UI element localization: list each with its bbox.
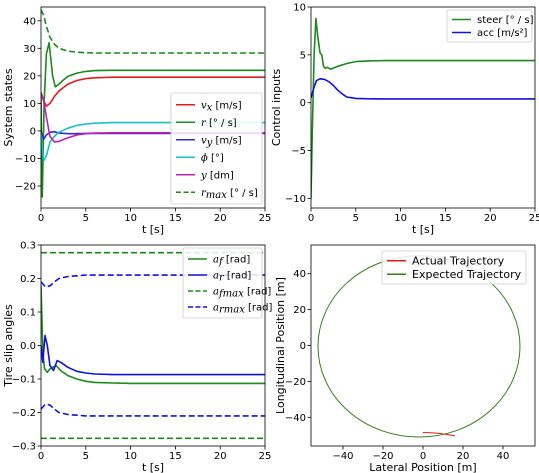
- legend-label: vx [m/s]: [201, 100, 242, 113]
- y-axis-label: Tire slip angles: [2, 304, 15, 388]
- y-axis-label: System states: [2, 68, 15, 146]
- x-axis-label: Lateral Position [m]: [369, 461, 476, 473]
- series-line-2: [41, 41, 265, 198]
- legend-label: r [° / s]: [201, 118, 237, 129]
- series-line-5: [41, 94, 265, 143]
- x-tick-label: 0: [38, 451, 44, 462]
- x-tick-label: 5: [353, 213, 359, 224]
- series-line-5: [41, 403, 265, 417]
- series-line-1: [41, 285, 265, 385]
- series-line-6: [41, 9, 265, 54]
- chart-3: 0 5 10 15 20 25 −0.3 −0.2 −0.1 0.0 0.1 0.2 0.3 t [s] T…: [2, 241, 273, 473]
- series-line-1: [311, 17, 535, 199]
- x-axis-label: t [s]: [142, 461, 164, 473]
- series-line-4: [41, 121, 265, 162]
- legend-label: ar [rad]: [213, 271, 251, 284]
- legend-label: Actual Trajectory: [412, 254, 505, 267]
- y-tick-label: 0: [300, 341, 306, 352]
- x-tick-label: 20: [457, 451, 470, 462]
- x-tick-label: −40: [332, 451, 353, 462]
- y-tick-label: 40: [293, 269, 306, 280]
- x-tick-label: 25: [259, 451, 272, 462]
- x-tick-label: 0: [420, 451, 426, 462]
- legend: af [rad] ar [rad] afmax [rad] armax [rad]: [182, 247, 273, 319]
- x-tick-label: 20: [484, 213, 497, 224]
- x-tick-label: 10: [124, 213, 137, 224]
- y-tick-label: −0.2: [12, 408, 36, 419]
- chart-2: 0 5 10 15 20 25 −10 −5 0 5 10 t [s] Control inputs st…: [270, 3, 539, 237]
- chart-4: −40 −20 0 20 40 −40 −20 0 20 40 Lateral Position […: [274, 244, 536, 473]
- legend: vx [m/s] r [° / s] vy [m/s] ϕ [°] y [dm] rmax…: [170, 92, 263, 205]
- x-tick-label: 15: [169, 213, 182, 224]
- x-tick-label: 25: [259, 213, 272, 224]
- x-tick-label: 15: [169, 451, 182, 462]
- legend-label: af [rad]: [213, 255, 250, 268]
- legend-label: armax [rad]: [213, 303, 273, 316]
- x-tick-label: 10: [394, 213, 407, 224]
- y-tick-label: −20: [15, 181, 36, 192]
- legend-label: rmax [° / s]: [201, 188, 258, 201]
- y-tick-label: 0: [300, 98, 306, 109]
- series-group: [311, 17, 535, 199]
- x-tick-label: 10: [124, 451, 137, 462]
- y-tick-label: 30: [23, 44, 36, 55]
- x-tick-label: 20: [214, 213, 227, 224]
- series-line-2: [41, 334, 265, 376]
- series-group: [41, 251, 265, 440]
- y-tick-label: −5: [291, 146, 306, 157]
- series-line-4: [41, 274, 265, 288]
- legend-box: [170, 92, 263, 205]
- y-tick-label: 40: [23, 16, 36, 27]
- y-tick-label: −20: [285, 377, 306, 388]
- x-tick-label: 0: [38, 213, 44, 224]
- plot-frame: [40, 6, 266, 209]
- x-tick-label: 15: [439, 213, 452, 224]
- y-tick-label: −10: [15, 154, 36, 165]
- x-axis-label: t [s]: [412, 223, 434, 236]
- y-tick-label: 20: [23, 71, 36, 82]
- legend-label: steer [° / s]: [477, 15, 534, 26]
- x-tick-label: 5: [83, 213, 89, 224]
- y-tick-label: 0: [30, 126, 36, 137]
- series-line-2: [311, 78, 535, 100]
- y-tick-label: 20: [293, 305, 306, 316]
- legend-box: [446, 9, 533, 43]
- y-tick-label: 0.0: [20, 341, 36, 352]
- y-tick-label: 10: [293, 3, 306, 14]
- y-tick-label: 0.3: [20, 241, 36, 252]
- y-tick-label: −40: [285, 413, 306, 424]
- x-tick-label: 20: [214, 451, 227, 462]
- legend-box: [182, 247, 263, 319]
- legend-label: ϕ [°]: [201, 153, 224, 164]
- series-group: [41, 9, 265, 198]
- legend-label: acc [m/s²]: [477, 28, 528, 39]
- y-tick-label: 0.2: [20, 274, 36, 285]
- y-axis-label: Longitudinal Position [m]: [274, 277, 287, 414]
- plot-frame: [310, 6, 536, 209]
- legend-label: vy [m/s]: [201, 135, 242, 148]
- y-tick-label: −0.3: [12, 442, 36, 453]
- legend-label: y [dm]: [200, 170, 234, 181]
- y-tick-label: 0.1: [20, 308, 36, 319]
- x-tick-label: 0: [308, 213, 314, 224]
- x-tick-label: 5: [83, 451, 89, 462]
- series-line-1: [41, 76, 265, 107]
- y-axis-label: Control inputs: [270, 69, 283, 147]
- legend-label: afmax [rad]: [213, 287, 271, 300]
- x-tick-label: 25: [529, 213, 539, 224]
- series-line-2: [422, 432, 456, 437]
- legend-label: Expected Trajectory: [412, 268, 522, 281]
- y-tick-label: −0.1: [12, 375, 36, 386]
- y-tick-label: 10: [23, 99, 36, 110]
- chart-1: 0 5 10 15 20 25 −20 −10 0 10 20 30 40 t [s] System sta…: [2, 6, 272, 236]
- y-tick-label: −10: [285, 194, 306, 205]
- x-tick-label: −20: [372, 451, 393, 462]
- legend-box: [381, 250, 527, 285]
- x-axis-label: t [s]: [142, 223, 164, 236]
- x-tick-label: 40: [497, 451, 510, 462]
- y-tick-label: 5: [300, 50, 306, 61]
- legend: steer [° / s] acc [m/s²]: [446, 9, 534, 43]
